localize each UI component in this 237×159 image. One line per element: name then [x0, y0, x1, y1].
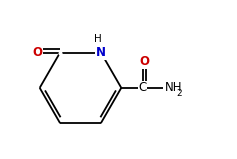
Text: C: C: [138, 81, 147, 94]
Text: N: N: [96, 46, 106, 59]
Text: O: O: [139, 55, 149, 68]
Text: 2: 2: [177, 89, 182, 97]
Text: H: H: [94, 34, 101, 44]
Text: NH: NH: [165, 81, 182, 94]
Text: O: O: [32, 46, 42, 59]
